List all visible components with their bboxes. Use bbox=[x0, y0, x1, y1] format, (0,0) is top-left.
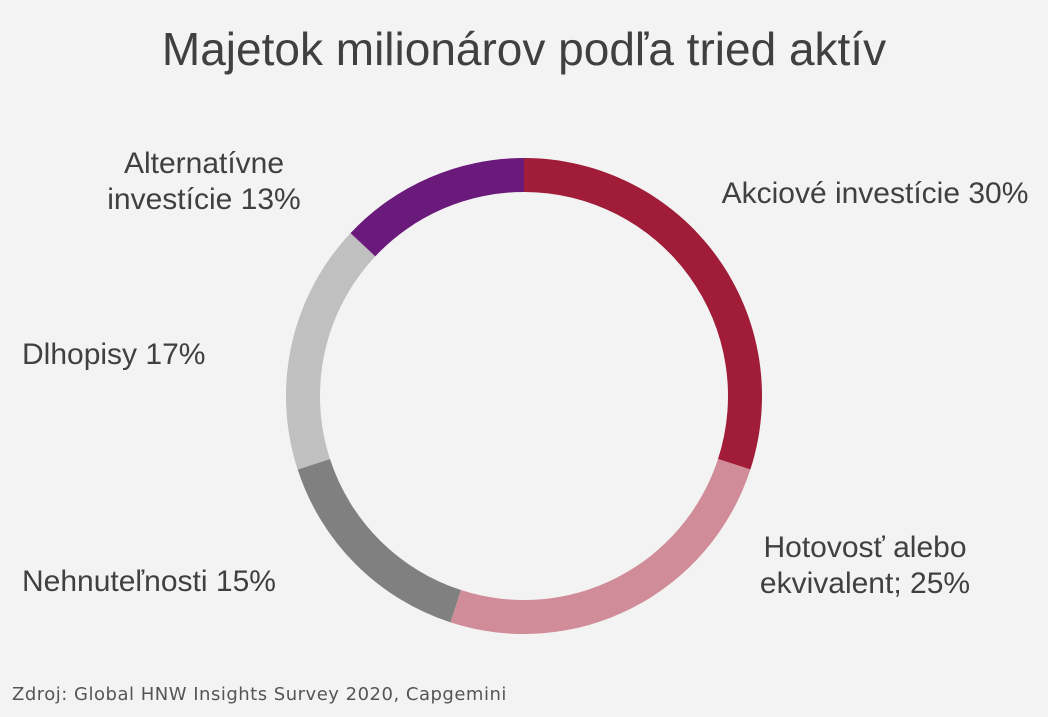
donut-segment bbox=[350, 158, 524, 257]
category-label: Akciové investície bbox=[721, 177, 961, 210]
category-label: Alternatívne investície bbox=[107, 147, 285, 216]
value-label: 13% bbox=[240, 183, 301, 216]
donut-segment bbox=[450, 459, 751, 634]
data-label: Dlhopisy 17% bbox=[22, 337, 322, 373]
value-label: 30% bbox=[968, 177, 1029, 210]
category-label: Hotovosť alebo ekvivalent; bbox=[759, 531, 967, 600]
donut-segment bbox=[286, 233, 376, 470]
value-label: 25% bbox=[910, 567, 971, 600]
data-label: Akciové investície 30% bbox=[720, 176, 1030, 212]
chart-title: Majetok milionárov podľa tried aktív bbox=[161, 23, 887, 75]
data-label: Alternatívne investície 13% bbox=[84, 146, 324, 218]
value-label: 15% bbox=[215, 565, 276, 598]
category-label: Nehnuteľnosti bbox=[22, 565, 208, 598]
source-note: Zdroj: Global HNW Insights Survey 2020, … bbox=[12, 684, 507, 705]
value-label: 17% bbox=[145, 338, 206, 371]
data-label: Nehnuteľnosti 15% bbox=[22, 564, 422, 600]
category-label: Dlhopisy bbox=[22, 338, 138, 371]
donut-segment bbox=[297, 459, 461, 623]
data-label: Hotovosť alebo ekvivalent; 25% bbox=[730, 530, 1000, 602]
donut-segment bbox=[524, 158, 763, 470]
